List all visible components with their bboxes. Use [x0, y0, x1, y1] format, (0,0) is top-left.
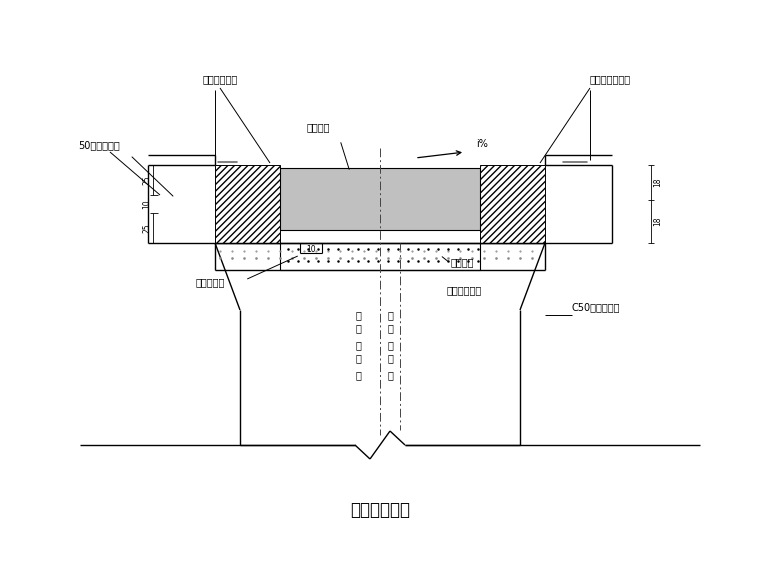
Text: 心: 心 [387, 353, 393, 363]
Text: 心: 心 [355, 353, 361, 363]
Text: 18: 18 [654, 217, 663, 226]
Text: 线: 线 [355, 370, 361, 380]
Text: i%: i% [476, 139, 488, 149]
Text: 墓顶涂隔离剂: 墓顶涂隔离剂 [446, 285, 482, 295]
Text: 25: 25 [143, 175, 151, 185]
Text: C50砌临时支座: C50砌临时支座 [572, 302, 620, 312]
Text: 墩: 墩 [355, 323, 361, 333]
Text: 中: 中 [387, 340, 393, 350]
Text: 临时支座大样: 临时支座大样 [350, 501, 410, 519]
Text: 10: 10 [306, 245, 316, 254]
Bar [480, 165, 545, 243]
Text: 梁底楔形钐板: 梁底楔形钐板 [202, 74, 238, 84]
Text: 50号硫磺沙浆: 50号硫磺沙浆 [78, 140, 120, 150]
Text: 中: 中 [355, 340, 361, 350]
Text: 笱梁底涂隔离剂: 笱梁底涂隔离剂 [590, 74, 631, 84]
Text: 18: 18 [654, 178, 663, 188]
Text: 25: 25 [143, 223, 151, 233]
Bar [215, 165, 280, 243]
Text: 主: 主 [355, 310, 361, 320]
Bar [280, 168, 480, 230]
Text: 线: 线 [387, 370, 393, 380]
Text: 座: 座 [387, 323, 393, 333]
Text: 接长预留槽: 接长预留槽 [195, 277, 225, 287]
Text: 支: 支 [387, 310, 393, 320]
Text: 10: 10 [143, 199, 151, 209]
Text: 永久支座: 永久支座 [306, 122, 330, 132]
Text: 支座垫石: 支座垫石 [450, 257, 473, 267]
